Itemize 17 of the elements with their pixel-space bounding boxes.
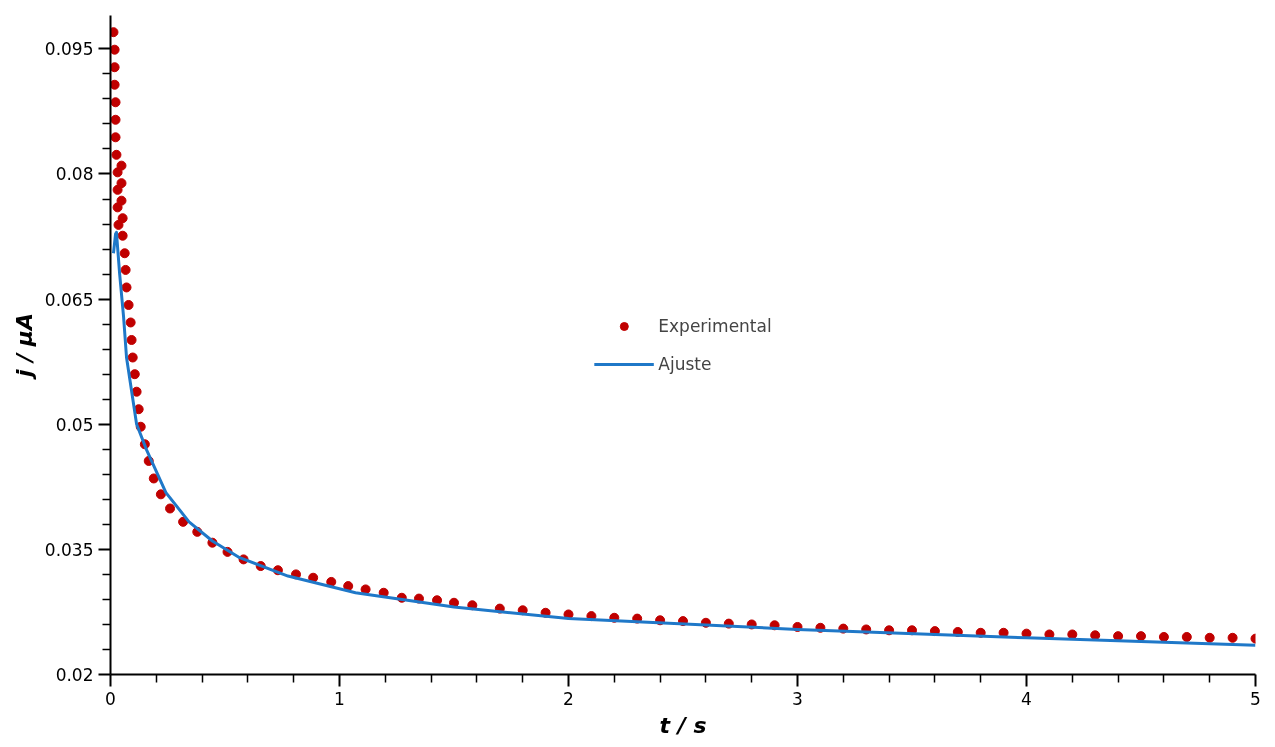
line-series [111,230,1256,647]
x-tick-label: 3 [792,688,803,709]
x-tick-label: 5 [1250,688,1261,709]
x-tick-label: 4 [1021,688,1032,709]
y-tick-label: 0.02 [55,665,94,685]
y-tick-label: 0.065 [44,289,94,310]
y-tick-label: 0.035 [44,539,94,560]
x-tick-label: 0 [105,688,116,709]
legend-label: Ajuste [658,353,712,374]
x-tick-label: 2 [563,688,574,709]
y-tick-label: 0.095 [44,39,94,60]
y-tick-label: 0.05 [55,414,94,435]
x-tick-label: 1 [334,688,345,709]
y-axis-title: j / μA [11,312,37,381]
x-axis-title: t / s [659,712,707,738]
y-tick-label: 0.08 [55,164,94,185]
legend-label: Experimental [658,315,772,336]
